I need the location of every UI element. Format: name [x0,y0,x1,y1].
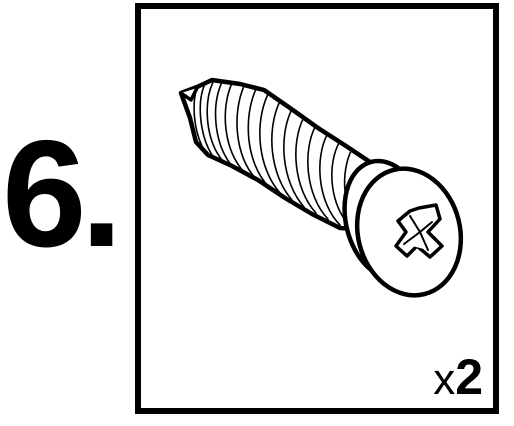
quantity-count: 2 [455,349,483,405]
part-frame: x2 [135,3,499,414]
quantity-label: x2 [433,352,483,402]
phillips-recess [394,203,444,259]
step-number: 6. [2,109,123,279]
pan-head-phillips-screw-icon [178,77,464,298]
quantity-prefix: x [433,355,456,404]
screw-tip [179,86,199,102]
